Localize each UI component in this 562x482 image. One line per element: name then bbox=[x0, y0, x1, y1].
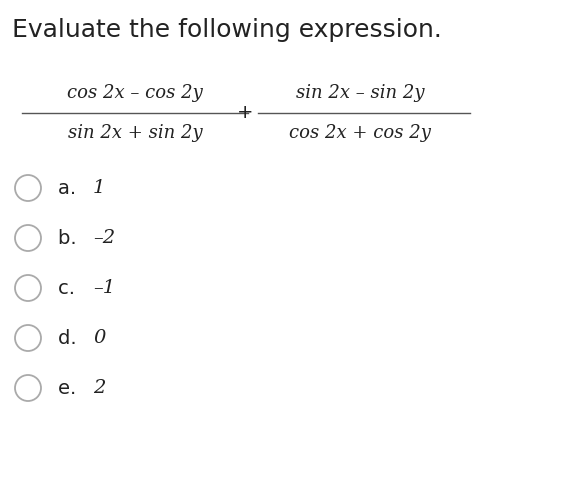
Text: cos 2x – cos 2y: cos 2x – cos 2y bbox=[67, 84, 203, 102]
Text: Evaluate the following expression.: Evaluate the following expression. bbox=[12, 18, 442, 42]
Text: d.: d. bbox=[58, 329, 83, 348]
Text: 2: 2 bbox=[93, 379, 106, 397]
Text: c.: c. bbox=[58, 279, 81, 297]
Text: cos 2x + cos 2y: cos 2x + cos 2y bbox=[289, 124, 431, 142]
Text: –1: –1 bbox=[93, 279, 115, 297]
Text: a.: a. bbox=[58, 178, 83, 198]
Text: e.: e. bbox=[58, 378, 83, 398]
Text: 1: 1 bbox=[93, 179, 106, 197]
Text: 0: 0 bbox=[93, 329, 106, 347]
Text: b.: b. bbox=[58, 228, 83, 247]
Text: +: + bbox=[237, 103, 253, 121]
Text: sin 2x + sin 2y: sin 2x + sin 2y bbox=[67, 124, 202, 142]
Text: sin 2x – sin 2y: sin 2x – sin 2y bbox=[296, 84, 424, 102]
Text: –2: –2 bbox=[93, 229, 115, 247]
